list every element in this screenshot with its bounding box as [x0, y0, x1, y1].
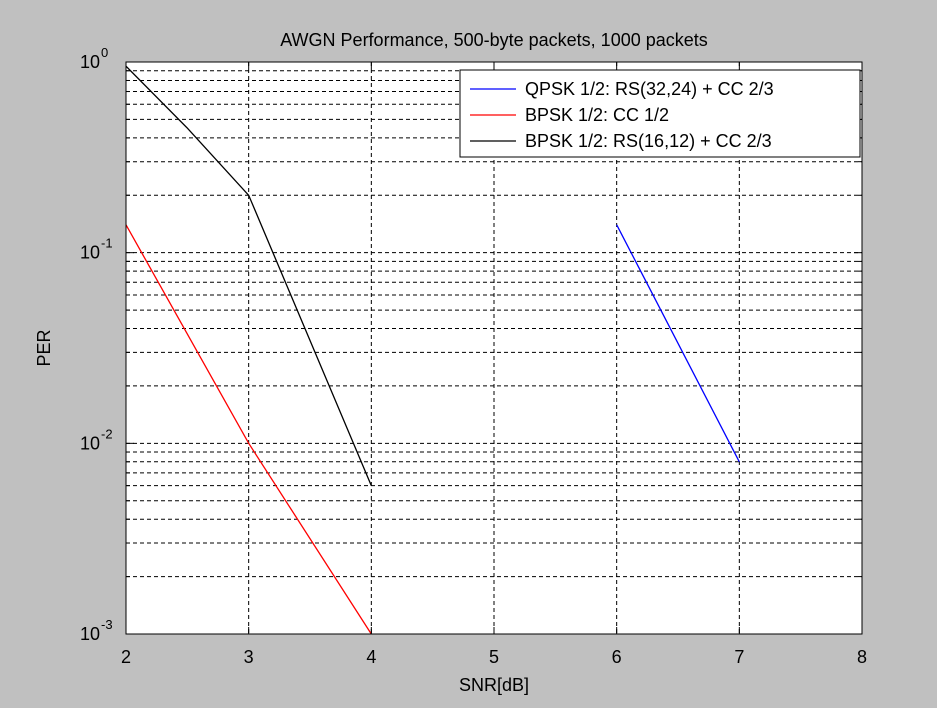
y-tick-label-base: 10 [80, 433, 100, 453]
y-axis-label: PER [34, 329, 54, 366]
series-line [125, 65, 372, 486]
legend-label: BPSK 1/2: CC 1/2 [525, 105, 669, 125]
y-tick-label: 10 -3 [80, 617, 113, 644]
x-tick-label: 8 [857, 647, 867, 667]
x-tick-label: 3 [244, 647, 254, 667]
x-tick-label: 5 [489, 647, 499, 667]
series-line [616, 224, 740, 463]
chart-title: AWGN Performance, 500-byte packets, 1000… [280, 30, 708, 50]
legend: QPSK 1/2: RS(32,24) + CC 2/3 BPSK 1/2: CC… [459, 69, 861, 158]
x-tick-label: 2 [121, 647, 131, 667]
legend-label: QPSK 1/2: RS(32,24) + CC 2/3 [525, 79, 774, 99]
y-tick-label-exponent: -1 [101, 236, 113, 251]
y-tick-label-exponent: -2 [101, 426, 113, 441]
y-tick-label-exponent: 0 [101, 45, 108, 60]
y-tick-label-base: 10 [80, 624, 100, 644]
y-tick-label: 10 -2 [80, 426, 113, 453]
x-tick-label: 6 [612, 647, 622, 667]
series-line [125, 224, 372, 635]
x-axis-label: SNR[dB] [459, 675, 529, 695]
x-tick-label: 4 [366, 647, 376, 667]
legend-label: BPSK 1/2: RS(16,12) + CC 2/3 [525, 131, 772, 151]
y-tick-label-exponent: -3 [101, 617, 113, 632]
y-tick-label: 10 -1 [80, 236, 113, 263]
x-tick-labels: 2 3 4 5 6 7 8 [121, 647, 867, 667]
y-tick-label-base: 10 [80, 243, 100, 263]
y-tick-label: 10 0 [80, 45, 108, 72]
y-tick-label-base: 10 [80, 52, 100, 72]
ticks [125, 62, 863, 634]
legend-box [459, 69, 861, 158]
x-tick-label: 7 [734, 647, 744, 667]
plot-lines [125, 65, 740, 635]
legend-items: QPSK 1/2: RS(32,24) + CC 2/3 BPSK 1/2: CC… [470, 79, 774, 151]
